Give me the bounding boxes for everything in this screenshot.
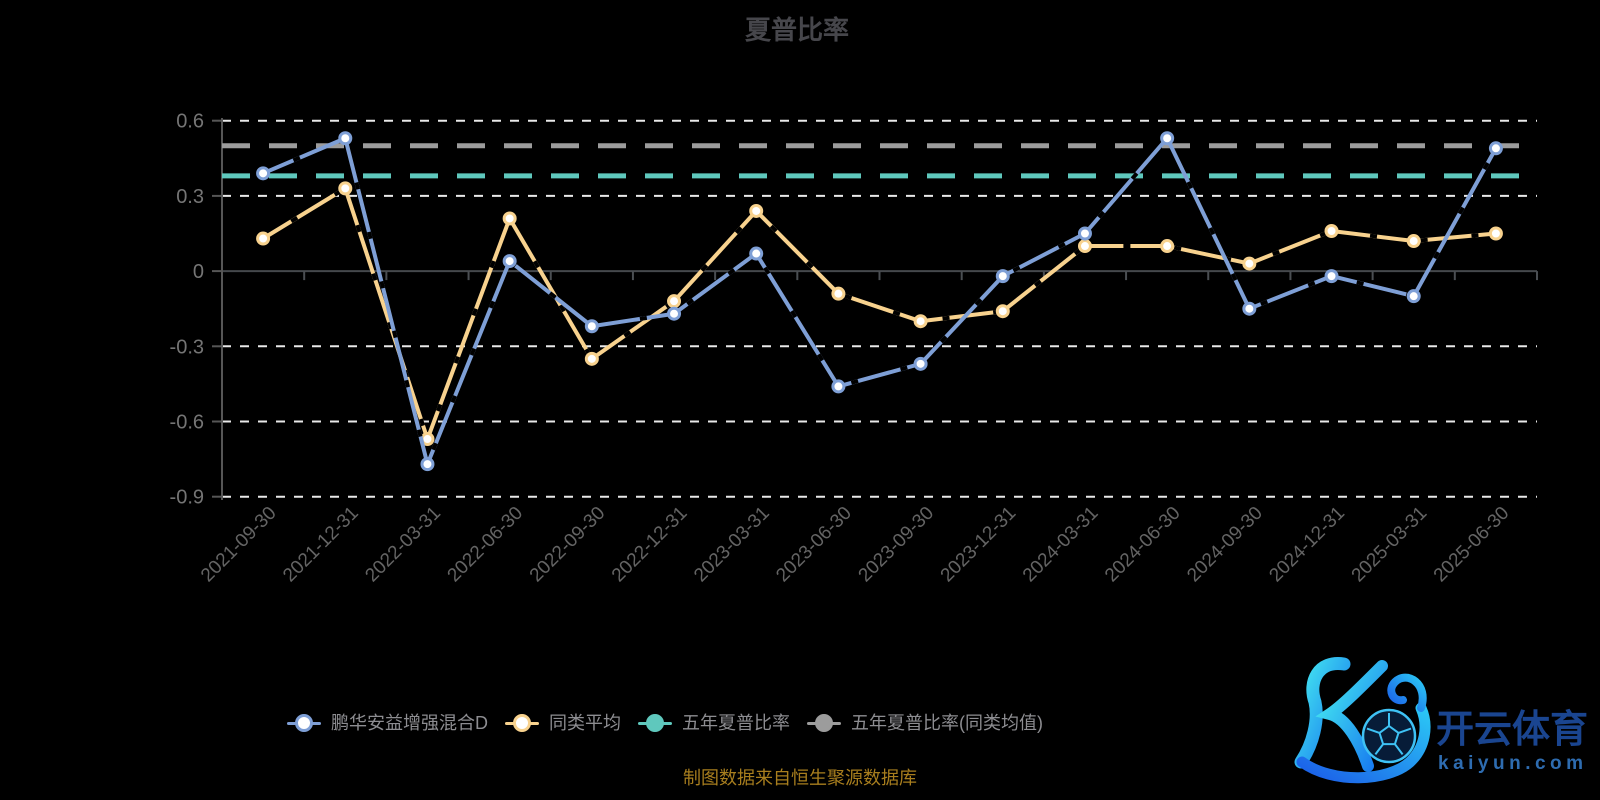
data-point[interactable] xyxy=(1077,239,1092,254)
legend-dot xyxy=(646,714,664,732)
legend-label: 同类平均 xyxy=(549,713,621,733)
x-axis xyxy=(221,270,1538,281)
legend-item-同类平均[interactable]: 同类平均 xyxy=(505,705,621,741)
data-point[interactable] xyxy=(420,457,435,472)
y-axis-label: -0.9 xyxy=(170,487,204,509)
data-point[interactable] xyxy=(667,294,682,309)
data-point[interactable] xyxy=(1077,226,1092,241)
data-source-note: 制图数据来自恒生聚源数据库 xyxy=(683,768,917,788)
chart-svg: 0.60.30-0.3-0.6-0.92021-09-302021-12-312… xyxy=(170,111,1538,587)
x-axis-label: 2023-09-30 xyxy=(855,503,939,587)
data-point[interactable] xyxy=(749,246,764,261)
data-point[interactable] xyxy=(831,379,846,394)
legend-item-鹏华安益增强混合D[interactable]: 鹏华安益增强混合D xyxy=(287,705,488,741)
data-point[interactable] xyxy=(913,356,928,371)
x-axis-label: 2022-09-30 xyxy=(526,503,610,587)
logo-domain-text: kaiyun.com xyxy=(1438,753,1588,774)
x-axis-label: 2022-06-30 xyxy=(444,503,528,587)
data-point[interactable] xyxy=(1488,141,1503,156)
series-鹏华安益增强混合D xyxy=(256,131,1503,472)
series-同类平均 xyxy=(256,181,1503,447)
data-point[interactable] xyxy=(995,304,1010,319)
y-axis-label: 0.3 xyxy=(176,186,204,208)
x-axis-label: 2025-06-30 xyxy=(1430,503,1514,587)
logo-football-icon xyxy=(1361,708,1417,764)
y-axis-label: -0.3 xyxy=(170,336,204,358)
x-axis-label: 2024-12-31 xyxy=(1265,503,1349,587)
chart-legend: 鹏华安益增强混合D 同类平均 五年夏普比率 五年夏普比率(同类均值) xyxy=(287,705,1043,741)
data-point[interactable] xyxy=(1406,234,1421,249)
chart-title: 夏普比率 xyxy=(744,15,850,45)
data-point[interactable] xyxy=(338,181,353,196)
legend-label: 鹏华安益增强混合D xyxy=(331,713,488,733)
data-point[interactable] xyxy=(831,286,846,301)
x-axis-label: 2022-03-31 xyxy=(361,503,445,587)
data-point[interactable] xyxy=(1406,289,1421,304)
series-line xyxy=(261,136,1498,467)
y-axis-label: 0 xyxy=(193,261,204,283)
legend-dot xyxy=(513,714,531,732)
data-point[interactable] xyxy=(584,319,599,334)
x-axis-label: 2021-09-30 xyxy=(197,503,281,587)
x-axis-label: 2024-09-30 xyxy=(1183,503,1267,587)
data-point[interactable] xyxy=(502,254,517,269)
data-point[interactable] xyxy=(584,351,599,366)
data-point[interactable] xyxy=(256,166,271,181)
data-point[interactable] xyxy=(995,269,1010,284)
legend-marker-icon xyxy=(505,714,539,732)
series-line xyxy=(261,186,1498,442)
x-axis-label: 2024-06-30 xyxy=(1101,503,1185,587)
data-point[interactable] xyxy=(749,203,764,218)
legend-dot xyxy=(815,714,833,732)
legend-marker-icon xyxy=(807,714,841,732)
data-point[interactable] xyxy=(338,131,353,146)
legend-marker-icon xyxy=(638,714,672,732)
data-point[interactable] xyxy=(1160,131,1175,146)
legend-label: 五年夏普比率 xyxy=(682,713,790,733)
data-point[interactable] xyxy=(256,231,271,246)
data-point[interactable] xyxy=(1324,269,1339,284)
data-point[interactable] xyxy=(913,314,928,329)
y-axis-label: -0.6 xyxy=(170,412,204,434)
x-axis-label: 2023-06-30 xyxy=(772,503,856,587)
data-point[interactable] xyxy=(1242,256,1257,271)
data-point[interactable] xyxy=(1242,301,1257,316)
data-point[interactable] xyxy=(667,306,682,321)
y-axis: 0.6 0.3 0 -0.3 -0.6 -0.9 xyxy=(170,111,223,509)
data-point[interactable] xyxy=(1324,223,1339,238)
x-axis-label: 2023-03-31 xyxy=(690,503,774,587)
x-axis-labels: 2021-09-302021-12-312022-03-312022-06-30… xyxy=(197,503,1513,587)
logo-brand-text: 开云体育 xyxy=(1436,709,1588,751)
x-axis-label: 2025-03-31 xyxy=(1348,503,1432,587)
legend-label: 五年夏普比率(同类均值) xyxy=(851,713,1043,733)
y-axis-label: 0.6 xyxy=(176,111,204,133)
brand-logo: 开云体育 kaiyun.com xyxy=(1294,657,1588,784)
data-point[interactable] xyxy=(1488,226,1503,241)
legend-dot xyxy=(295,714,313,732)
x-axis-label: 2023-12-31 xyxy=(937,503,1021,587)
legend-item-五年夏普比率(同类均值)[interactable]: 五年夏普比率(同类均值) xyxy=(807,705,1043,741)
gridlines xyxy=(222,119,1537,498)
data-point[interactable] xyxy=(502,211,517,226)
x-axis-label: 2024-03-31 xyxy=(1019,503,1103,587)
logo-k-glyph xyxy=(1294,657,1431,784)
x-axis-label: 2021-12-31 xyxy=(279,503,363,587)
legend-item-五年夏普比率[interactable]: 五年夏普比率 xyxy=(638,705,790,741)
chart-plot-area[interactable]: 0.6 0.3 0 -0.3 -0.6 -0.9 2021-09-30 2021-12-31 2… xyxy=(0,0,1600,665)
x-axis-label: 2022-12-31 xyxy=(608,503,692,587)
legend-marker-icon xyxy=(287,714,321,732)
series-line-dash-overlay xyxy=(262,185,1497,446)
data-point[interactable] xyxy=(1160,239,1175,254)
brand-watermark[interactable]: 开云体育 kaiyun.com xyxy=(1288,652,1600,784)
